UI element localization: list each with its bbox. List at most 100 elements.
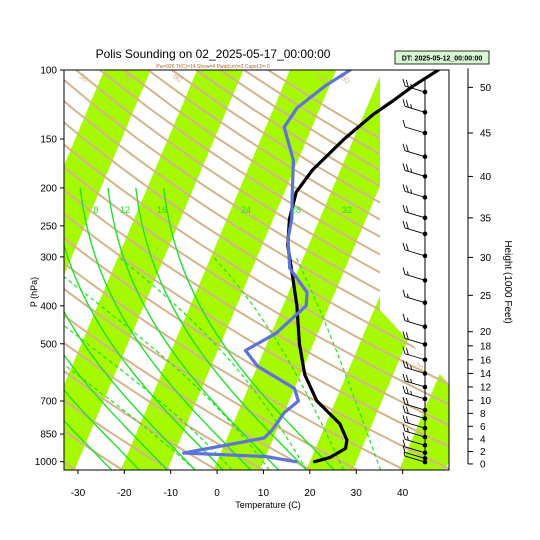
- wind-barb-dot: [422, 154, 428, 160]
- mixing-ratio-line: [64, 353, 168, 470]
- wind-barb-half-flag: [406, 293, 409, 298]
- mixing-ratio-line: [64, 242, 224, 470]
- mixing-ratio-line: [162, 187, 335, 470]
- chart-subtitle: Pw=926 Tt(C)=14 Show=4 Pwat(cm)=2 Cape(J…: [156, 64, 270, 70]
- wind-barb-dot: [422, 357, 428, 363]
- isotherm-band: [213, 70, 429, 470]
- dry-adiabat: [64, 188, 449, 427]
- mixing-ratio-label: 16: [157, 205, 167, 215]
- y-axis-label: P (hPa): [29, 277, 39, 307]
- wind-barb-half-flag: [410, 168, 413, 173]
- dry-adiabat: [64, 121, 449, 366]
- isotherm-band: [492, 70, 540, 470]
- x-tick-label: -10: [163, 488, 178, 499]
- saturated-adiabat: [64, 275, 270, 470]
- height-tick-label: 4: [480, 435, 486, 446]
- wind-barb-flag: [405, 386, 409, 395]
- wind-barb-flag: [402, 289, 406, 297]
- wind-barb-flag: [405, 406, 409, 414]
- wind-barb-flag: [405, 332, 409, 340]
- wind-barb-flag: [405, 205, 409, 213]
- height-axis: 024 6 8 10 12 14 16 18 20 25 30 35 40 45 50: [467, 68, 492, 470]
- wind-barb-dot: [422, 371, 428, 376]
- height-tick-label: 10: [480, 396, 492, 407]
- dry-adiabat: [64, 143, 449, 386]
- height-tick-label: 25: [480, 291, 492, 302]
- barb-panel: [380, 70, 449, 384]
- wind-barb: [404, 451, 426, 459]
- height-tick-label: 50: [480, 83, 492, 94]
- saturated-adiabat: [212, 256, 344, 470]
- plot-frame: [63, 69, 450, 471]
- mixing-ratio-label: 28: [291, 205, 301, 215]
- p-tick-label: 100: [40, 66, 57, 77]
- saturated-adiabat: [295, 256, 382, 470]
- dry-adiabat: [64, 261, 406, 470]
- dry-adiabat: [64, 165, 449, 406]
- p-tick-label: 850: [40, 430, 57, 441]
- dry-adiabat: [64, 78, 449, 328]
- height-tick-label: 12: [480, 382, 492, 393]
- x-tick-label: 30: [351, 488, 363, 499]
- dry-adiabat: [64, 370, 218, 470]
- wind-barb-dot: [422, 278, 428, 283]
- mixing-ratio-label: 24: [241, 205, 251, 215]
- wind-barb-half-flag: [403, 451, 406, 457]
- wind-barb-half-flag: [406, 428, 409, 433]
- wind-barb-dot: [422, 324, 428, 329]
- dry-adiabats: [64, 70, 449, 470]
- wind-barb-dot: [422, 407, 428, 413]
- wind-barbs: [402, 77, 428, 465]
- dry-adiabat: [75, 70, 449, 310]
- wind-barb-flag: [405, 221, 409, 230]
- wind-barb-flag: [402, 99, 406, 107]
- wind-barb-flag: [405, 144, 409, 152]
- dry-adiabat: [64, 314, 312, 470]
- height-tick-label: 16: [480, 355, 492, 366]
- wind-barb-half-flag: [410, 378, 413, 384]
- dewpoint-line: [182, 70, 352, 464]
- wind-barb-flag: [402, 163, 406, 171]
- wind-barb-flag: [402, 204, 406, 212]
- mixing-ratio-lines: [64, 187, 335, 470]
- wind-barb-dot: [422, 416, 428, 421]
- pressure-axis: 100 150 200 250 300 400 500 700 850 1000: [35, 66, 64, 468]
- wind-barb-flag: [402, 415, 406, 423]
- wind-barb-flag: [405, 397, 409, 406]
- wind-barb-flag: [405, 185, 409, 193]
- wind-barb-flag: [405, 100, 409, 108]
- sounding-series: [182, 70, 440, 464]
- wind-barb-flag: [402, 423, 406, 432]
- height-tick-label: 18: [480, 341, 492, 352]
- wind-barb-dot: [422, 384, 428, 390]
- chart-title: Polis Sounding on 02_2025-05-17_00:00:00: [96, 47, 331, 61]
- dt-badge: DT: 2025-05-12_00:00:00: [394, 50, 490, 65]
- wind-barb-flag: [402, 331, 406, 339]
- wind-barb-dot: [422, 456, 428, 461]
- height-tick-label: 40: [480, 172, 492, 183]
- wind-barb-half-flag: [406, 317, 409, 322]
- mixing-ratio-label: 32: [342, 205, 352, 215]
- wind-barb-flag: [405, 347, 409, 355]
- isotherm-band: [0, 70, 58, 470]
- dry-adiabat: [99, 70, 449, 292]
- wind-barb-dot: [422, 231, 428, 237]
- wind-barb-half-flag: [410, 390, 413, 396]
- x-tick-label: 20: [304, 488, 316, 499]
- wind-barb-flag: [405, 374, 409, 383]
- wind-barb-flag: [402, 220, 406, 229]
- isotherm-band: [120, 70, 337, 470]
- x-tick-label: 40: [397, 488, 409, 499]
- dry-adiabat: [64, 99, 449, 347]
- y2-axis-label: Height (1000 Feet): [502, 240, 513, 323]
- dry-adiabat: [64, 399, 171, 470]
- wind-barb: [404, 455, 426, 463]
- wind-barb-dot: [422, 215, 428, 221]
- dry-adiabat: [123, 70, 449, 275]
- wind-barb-half-flag: [410, 365, 413, 370]
- wind-barb-flag: [402, 184, 406, 192]
- wind-barb-flag: [402, 439, 406, 447]
- wind-barb-half-flag: [410, 104, 413, 109]
- height-tick-label: 14: [480, 369, 492, 380]
